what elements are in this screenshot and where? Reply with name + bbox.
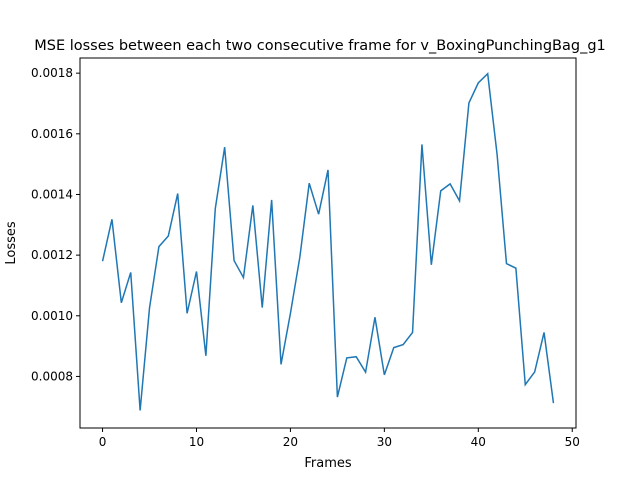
y-tick-label: 0.0012	[31, 248, 73, 262]
chart-title: MSE losses between each two consecutive …	[34, 38, 606, 54]
plot-frame	[79, 57, 577, 429]
y-axis-label: Losses	[4, 221, 19, 265]
x-tick-label: 50	[565, 435, 580, 449]
series-line	[101, 72, 555, 411]
y-axis: 0.0008 0.0010 0.0012 0.0014 0.0016 0.0018	[31, 66, 80, 383]
y-tick-label: 0.0010	[31, 309, 73, 323]
y-tick-label: 0.0008	[31, 369, 73, 383]
x-axis: 0 10 20 30 40 50	[99, 428, 580, 449]
x-tick-label: 10	[189, 435, 204, 449]
x-axis-label: Frames	[304, 456, 352, 471]
x-tick-label: 0	[99, 435, 107, 449]
y-tick-label: 0.0014	[31, 187, 73, 201]
plot-area: 0 10 20 30 40 50 0.00080.00100.00120.00140.00…	[31, 57, 580, 449]
y-tick-label: 0.0018	[31, 66, 73, 80]
x-tick-label: 30	[377, 435, 392, 449]
y-tick-label: 0.0016	[31, 127, 73, 141]
x-tick-label: 40	[471, 435, 486, 449]
x-tick-label: 20	[283, 435, 298, 449]
